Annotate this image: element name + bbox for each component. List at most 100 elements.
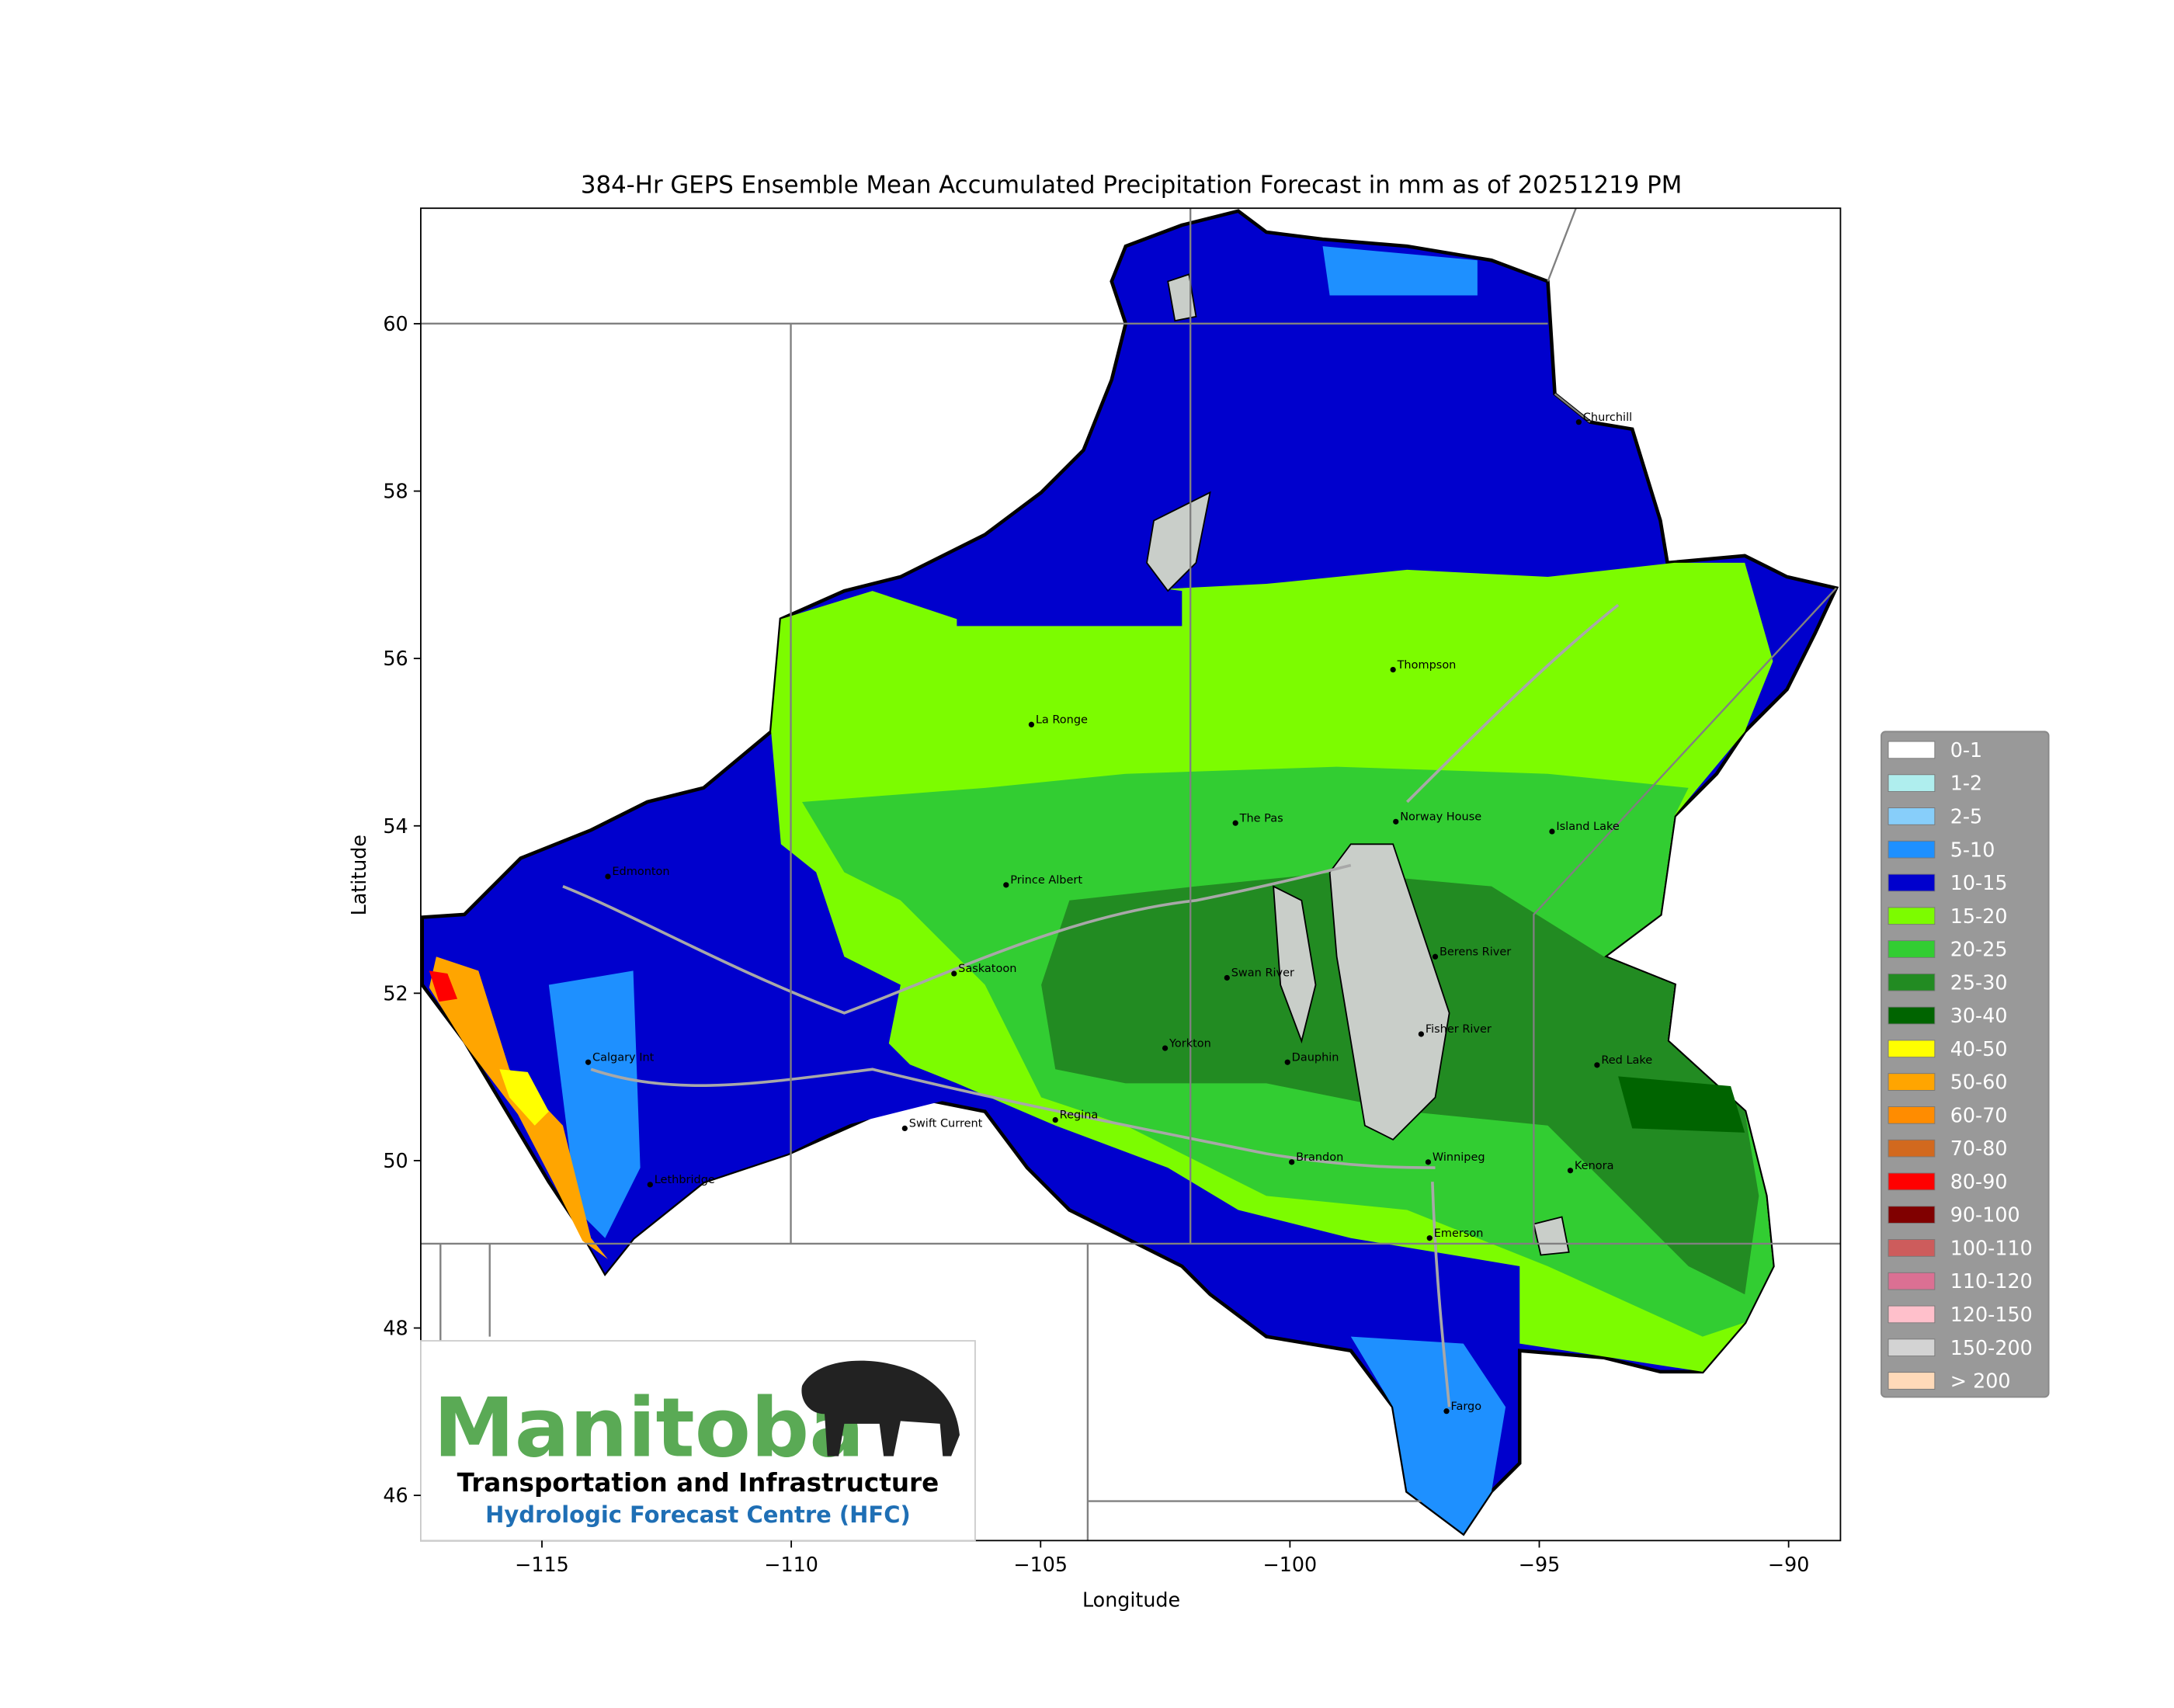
legend-swatch (1887, 907, 1936, 925)
x-tick-label: −95 (1519, 1553, 1561, 1576)
region (1350, 1336, 1506, 1534)
legend-swatch (1887, 1006, 1936, 1025)
x-tick-label: −90 (1768, 1553, 1810, 1576)
legend-label: 2-5 (1950, 804, 1982, 828)
region (548, 970, 641, 1238)
logo: Manitoba Transportation and Infrastructu… (420, 1340, 976, 1542)
city-marker (1284, 1059, 1290, 1065)
city-marker (585, 1059, 592, 1065)
river (1431, 1182, 1451, 1408)
legend-label: 50-60 (1950, 1071, 2008, 1094)
city-label: Calgary Int (592, 1051, 655, 1064)
city-marker (1052, 1116, 1058, 1123)
y-tick-label: 58 (383, 480, 408, 503)
legend-label: 1-2 (1950, 772, 1982, 795)
city-label: Kenora (1575, 1160, 1614, 1172)
legend-label: 80-90 (1950, 1170, 2008, 1193)
legend-label: 20-25 (1950, 938, 2008, 961)
legend-swatch (1887, 1272, 1936, 1290)
city-label: Berens River (1439, 946, 1511, 958)
legend-label: 70-80 (1950, 1137, 2008, 1160)
region (429, 970, 458, 1002)
legend-box (1881, 731, 2050, 1398)
legend-label: 150-200 (1950, 1336, 2033, 1359)
region (1618, 1076, 1745, 1133)
bison-icon (801, 1360, 960, 1456)
legend-label: 90-100 (1950, 1203, 2020, 1227)
region (499, 1069, 549, 1126)
logo-centre: Hydrologic Forecast Centre (HFC) (485, 1501, 911, 1528)
city-label: Saskatoon (958, 963, 1016, 975)
y-tick-label: 56 (383, 647, 408, 670)
city-label: Fisher River (1426, 1023, 1492, 1036)
legend-swatch (1887, 1372, 1936, 1390)
city-label: Emerson (1434, 1227, 1484, 1240)
legend-label: 40-50 (1950, 1037, 2008, 1061)
legend-swatch (1887, 774, 1936, 792)
map (420, 208, 1841, 1541)
legend-swatch (1887, 1040, 1936, 1058)
y-tick-label: 52 (383, 981, 408, 1005)
city-label: Red Lake (1601, 1054, 1652, 1067)
city-marker (1425, 1159, 1432, 1165)
city-label: Dauphin (1292, 1051, 1339, 1064)
x-tick-label: −115 (515, 1553, 569, 1576)
y-axis-label: Latitude (347, 835, 370, 915)
city-marker (1575, 419, 1582, 425)
legend-swatch (1887, 940, 1936, 958)
city-marker (1594, 1062, 1600, 1068)
city-marker (1418, 1031, 1425, 1037)
legend-swatch (1887, 807, 1936, 825)
legend-swatch (1887, 1206, 1936, 1224)
legend-swatch (1887, 1139, 1936, 1158)
logo-department: Transportation and Infrastructure (457, 1468, 939, 1498)
y-tick-label: 60 (383, 312, 408, 335)
lake (1146, 491, 1211, 592)
x-tick-label: −100 (1263, 1553, 1318, 1576)
x-tick-label: −105 (1013, 1553, 1068, 1576)
y-tick-label: 48 (383, 1317, 408, 1340)
city-label: Thompson (1397, 659, 1457, 672)
lake (1533, 1216, 1570, 1256)
city-label: Winnipeg (1433, 1151, 1485, 1164)
city-marker (1567, 1168, 1574, 1174)
legend-swatch (1887, 1239, 1936, 1257)
city-label: Swift Current (909, 1118, 983, 1130)
city-label: Island Lake (1556, 821, 1620, 833)
city-label: Fargo (1450, 1401, 1481, 1413)
city-label: Prince Albert (1010, 874, 1082, 887)
city-marker (1232, 820, 1238, 826)
river (590, 1068, 1436, 1169)
city-marker (1289, 1159, 1295, 1165)
legend-label: 120-150 (1950, 1303, 2033, 1326)
city-marker (1393, 818, 1399, 824)
legend-label: 0-1 (1950, 738, 1982, 762)
city-marker (1443, 1408, 1450, 1415)
x-axis-label: Longitude (1082, 1588, 1180, 1612)
city-marker (1432, 953, 1439, 960)
city-label: The Pas (1239, 812, 1283, 824)
city-marker (1224, 974, 1230, 981)
city-marker (605, 873, 611, 880)
city-label: Norway House (1400, 811, 1481, 824)
river (1405, 603, 1620, 804)
lake (1167, 273, 1197, 322)
legend-label: 100-110 (1950, 1236, 2033, 1259)
city-marker (1390, 666, 1396, 673)
legend-label: 30-40 (1950, 1004, 2008, 1027)
river (562, 863, 1352, 1015)
plot-frame (420, 207, 1842, 1542)
region (1322, 246, 1478, 296)
region (957, 576, 1183, 627)
y-tick-label: 54 (383, 814, 408, 838)
legend-label: 25-30 (1950, 970, 2008, 994)
city-label: Lethbridge (655, 1174, 715, 1186)
city-label: La Ronge (1036, 713, 1088, 726)
legend-label: 10-15 (1950, 871, 2008, 894)
y-tick-label: 50 (383, 1149, 408, 1172)
city-marker (1003, 882, 1009, 888)
logo-name: Manitoba (433, 1380, 864, 1476)
